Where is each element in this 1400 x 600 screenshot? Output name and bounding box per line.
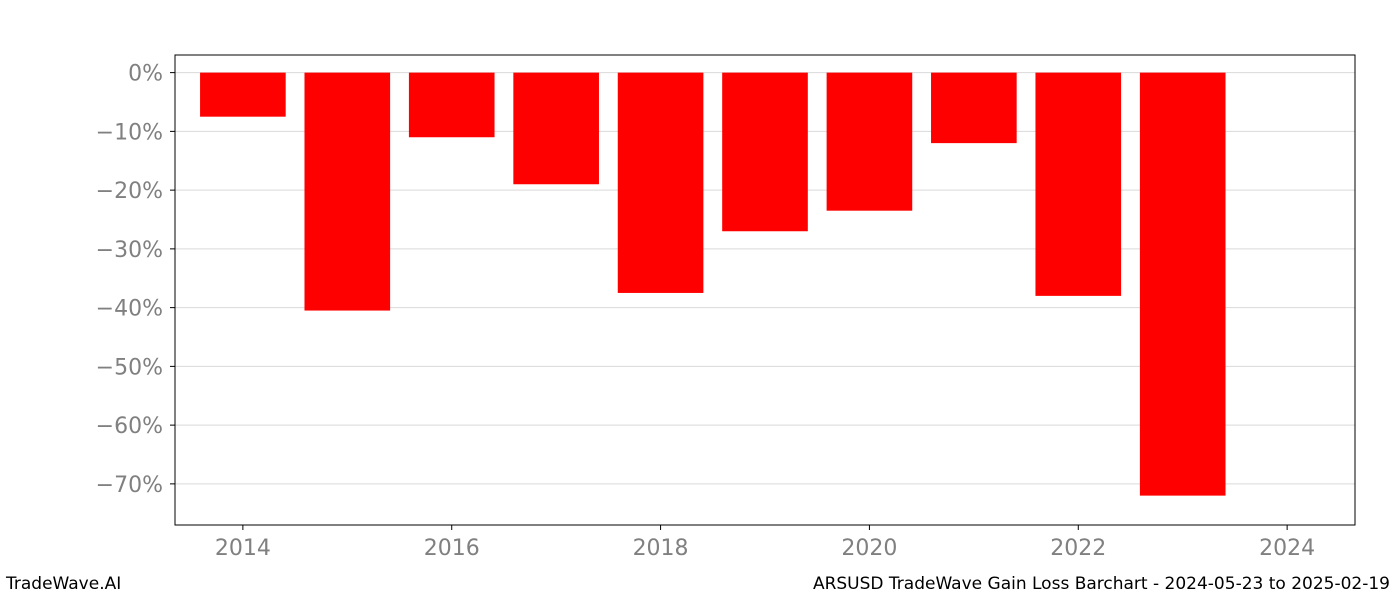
x-tick-label: 2014 xyxy=(215,536,271,561)
bar-2015 xyxy=(304,73,390,311)
x-tick-label: 2018 xyxy=(633,536,689,561)
x-tick-label: 2024 xyxy=(1259,536,1315,561)
y-tick-label: −20% xyxy=(96,179,163,204)
bar-2022 xyxy=(1035,73,1121,296)
x-tick-label: 2016 xyxy=(424,536,480,561)
bar-2014 xyxy=(200,73,286,117)
x-tick-label: 2022 xyxy=(1050,536,1106,561)
x-tick-label: 2020 xyxy=(841,536,897,561)
chart-container: 0% −10% −20% −30% −40% −50% −60% −70% 2014 2016 20… xyxy=(0,0,1400,600)
y-tick-label: −60% xyxy=(96,414,163,439)
y-tick-label: 0% xyxy=(128,62,163,87)
y-tick-label: −50% xyxy=(96,355,163,380)
y-tick-label: −30% xyxy=(96,238,163,263)
brand-label: TradeWave.AI xyxy=(6,574,121,594)
bar-2019 xyxy=(722,73,808,232)
bar-2018 xyxy=(618,73,704,293)
bar-2021 xyxy=(931,73,1017,144)
gain-loss-bar-chart: 0% −10% −20% −30% −40% −50% −60% −70% 2014 2016 20… xyxy=(0,0,1400,600)
bar-2023 xyxy=(1140,73,1226,496)
bar-2016 xyxy=(409,73,495,138)
bar-2017 xyxy=(513,73,599,185)
y-tick-label: −70% xyxy=(96,473,163,498)
chart-caption: ARSUSD TradeWave Gain Loss Barchart - 20… xyxy=(813,574,1390,594)
y-tick-label: −40% xyxy=(96,297,163,322)
bar-2020 xyxy=(827,73,913,211)
y-tick-label: −10% xyxy=(96,120,163,145)
